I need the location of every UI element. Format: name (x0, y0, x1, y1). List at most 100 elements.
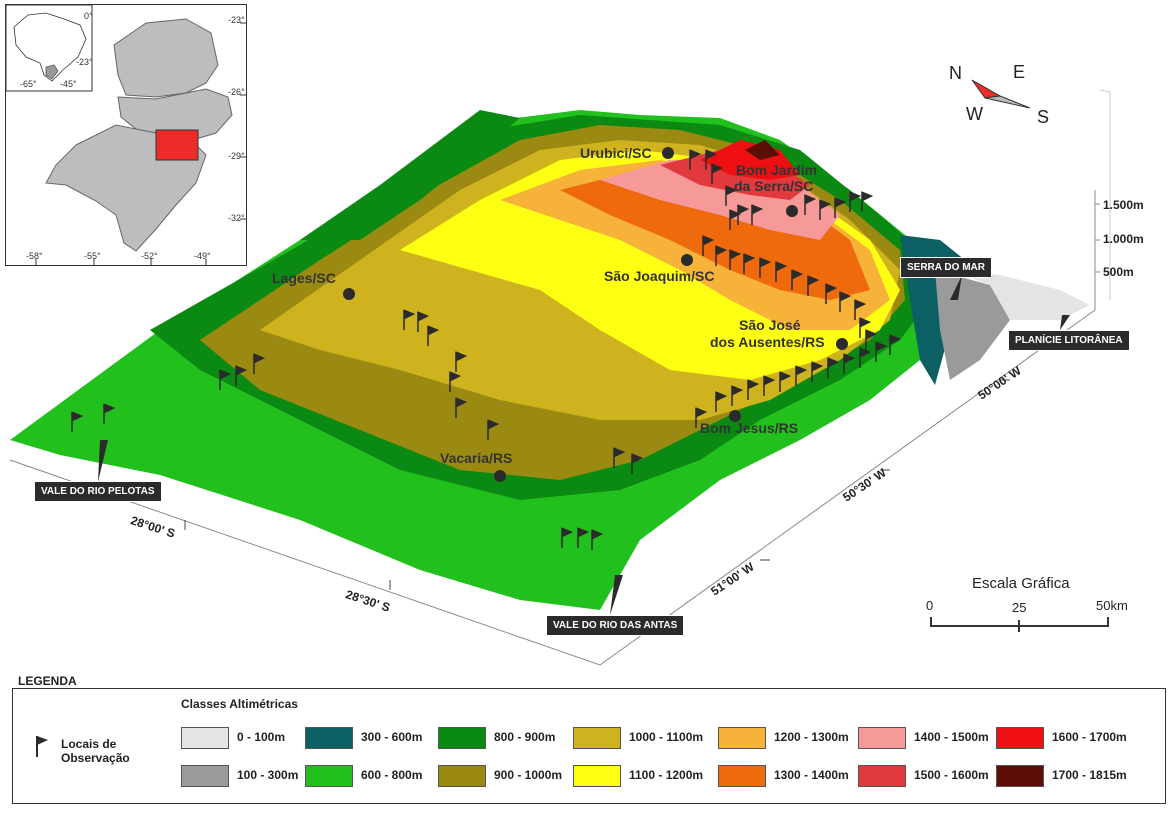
legend-swatch (438, 765, 486, 787)
study-area-box (155, 129, 199, 161)
legend-swatch-label: 300 - 600m (361, 730, 423, 744)
city-label-urubici: Urubici/SC (580, 145, 652, 161)
observation-flag (763, 375, 776, 396)
brazil-lat-bottom: -23° (76, 57, 93, 67)
observation-flag (725, 185, 738, 206)
observation-flag (859, 347, 872, 368)
legend-swatch-label: 1000 - 1100m (629, 730, 704, 744)
lon-label: -49° (194, 251, 211, 261)
legend-swatch-label: 1300 - 1400m (774, 768, 849, 782)
observation-flag (253, 353, 266, 374)
brazil-lat-top: 0° (84, 11, 93, 21)
state-parana (113, 18, 219, 98)
observation-flag (689, 149, 702, 170)
legend-observation-line1: Locais de (61, 737, 117, 751)
observation-flag (865, 329, 878, 350)
observation-flag (711, 163, 724, 184)
observation-flag (417, 311, 430, 332)
terrain-3d-map (9, 79, 1111, 666)
observation-flag (695, 407, 708, 428)
brazil-lon-west: -65° (20, 79, 37, 89)
city-dot-bom-jardim (786, 205, 798, 217)
compass-needle-north (971, 79, 1002, 99)
observation-flag (103, 403, 116, 424)
observation-flag-icon (36, 736, 48, 757)
elevation-label-1000: 1.000m (1103, 232, 1144, 246)
city-label-bom-jardim-line2: da Serra/SC (734, 178, 814, 194)
legend-swatch-label: 800 - 900m (494, 730, 556, 744)
city-dot-bom-jesus (729, 410, 741, 422)
observation-flag (427, 325, 440, 346)
city-label-sao-jose-line1: São José (739, 317, 801, 333)
observation-flag (889, 334, 902, 355)
city-dot-vacaria (494, 470, 506, 482)
observation-flag (861, 191, 874, 212)
legend-swatch-label: 1700 - 1815m (1052, 768, 1127, 782)
city-dot-urubici (662, 147, 674, 159)
observation-flag (819, 199, 832, 220)
legend-swatch (718, 765, 766, 787)
legend-swatch (181, 727, 229, 749)
compass-needle-south (984, 95, 1031, 109)
observation-flag (827, 357, 840, 378)
observation-flag (825, 283, 838, 304)
city-dot-lages (343, 288, 355, 300)
observation-flag (849, 191, 862, 212)
legend-swatch-label: 1200 - 1300m (774, 730, 849, 744)
south-region-highlight (45, 64, 59, 80)
elevation-label-500: 500m (1103, 265, 1134, 279)
brazil-outline (13, 12, 87, 82)
observation-flag (403, 309, 416, 330)
observation-flag (591, 529, 604, 550)
observation-flag (705, 149, 718, 170)
lon-label: -52° (141, 251, 158, 261)
callout-pointer (1060, 315, 1070, 330)
terrain-north-ridge (300, 110, 520, 240)
observation-flag (613, 447, 626, 468)
legend-swatch (573, 727, 621, 749)
legend-swatch (305, 727, 353, 749)
legend-classes-title: Classes Altimétricas (181, 697, 298, 711)
city-label-bom-jesus: Bom Jesus/RS (700, 420, 799, 436)
callout-planicie-litoranea: PLANÍCIE LITORÂNEA (1008, 330, 1130, 351)
observation-flag (561, 527, 574, 548)
terrain-0-100 (950, 270, 1090, 320)
callout-pointer (950, 275, 962, 300)
legend-swatch (858, 765, 906, 787)
city-label-sao-jose-line2: dos Ausentes/RS (710, 334, 825, 350)
observation-flag (455, 397, 468, 418)
legend-swatch-label: 100 - 300m (237, 768, 299, 782)
location-inset-map: 0° -23° -65° -45° -23° -26° -29° -32° -5… (5, 4, 247, 266)
lat-label: -23° (228, 15, 245, 25)
legend-swatch (573, 765, 621, 787)
observation-flag (729, 249, 742, 270)
brazil-lon-east: -45° (60, 79, 77, 89)
observation-flag (811, 361, 824, 382)
terrain-1700-1815 (745, 140, 780, 160)
observation-flag (449, 371, 462, 392)
legend-swatch-label: 0 - 100m (237, 730, 286, 744)
scale-title: Escala Gráfica (972, 575, 1070, 592)
lat-label: -32° (228, 213, 245, 223)
observation-flag (487, 419, 500, 440)
legend-swatch-label: 1400 - 1500m (914, 730, 989, 744)
legend-swatch-label: 900 - 1000m (494, 768, 563, 782)
legend-swatch (305, 765, 353, 787)
callout-pointer (610, 575, 623, 615)
legend-title: LEGENDA (18, 674, 77, 688)
callout-pointer (98, 440, 108, 482)
compass-south: S (1037, 107, 1050, 127)
observation-flag (747, 379, 760, 400)
observation-flag (715, 391, 728, 412)
observation-flag (795, 365, 808, 386)
observation-flag (859, 317, 872, 338)
city-dot-sao-joaquim (681, 254, 693, 266)
observation-flag (875, 341, 888, 362)
observation-flag (775, 261, 788, 282)
map-base-frame (9, 309, 1096, 666)
legend-swatch-label: 600 - 800m (361, 768, 423, 782)
elevation-label-1500: 1.500m (1103, 198, 1144, 212)
legend-observation-line2: Observação (61, 751, 130, 765)
lat-label: -29° (228, 151, 245, 161)
legend-box: Locais de Observação Classes Altimétrica… (12, 688, 1166, 804)
